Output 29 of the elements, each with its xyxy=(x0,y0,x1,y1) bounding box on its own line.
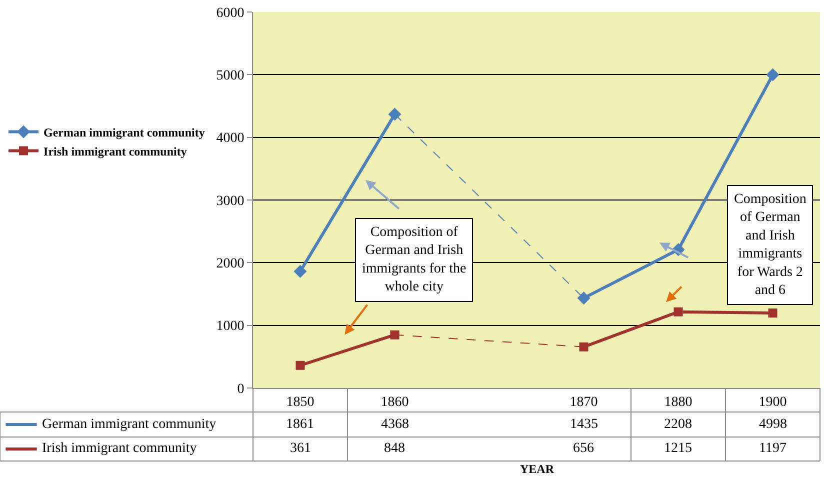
x-tick-label: 1860 xyxy=(380,394,409,410)
y-tick-label: 0 xyxy=(237,382,244,397)
data-label: 1435 xyxy=(570,417,598,432)
x-tick-label: 1870 xyxy=(570,394,598,410)
data-label: 361 xyxy=(290,441,311,456)
data-label: 1215 xyxy=(664,441,692,456)
x-tick-label: 1880 xyxy=(664,394,692,410)
text: German immigrant community xyxy=(42,417,216,432)
text: Irish immigrant community xyxy=(44,144,187,158)
data-label: 656 xyxy=(573,441,594,456)
annotation: Composition of German and Irish immigrants for Wards 2 and 6 xyxy=(734,192,806,298)
y-tick-label: 5000 xyxy=(216,68,244,84)
y-tick-label: 4000 xyxy=(216,131,244,146)
data-label: 848 xyxy=(384,441,405,456)
legend-label: Irish immigrant community xyxy=(42,441,197,456)
data-label: 1197 xyxy=(759,441,786,456)
y-tick-label: 6000 xyxy=(216,6,244,21)
data-label: 2208 xyxy=(664,417,692,432)
y-tick-label: 1000 xyxy=(216,319,244,334)
x-tick-label: 1850 xyxy=(286,394,314,410)
x-tick-label: 1900 xyxy=(758,394,787,410)
data-label: 4368 xyxy=(381,417,409,432)
legend-label: German immigrant community xyxy=(44,125,205,140)
y-tick-label: 3000 xyxy=(216,194,244,209)
data-label: 4998 xyxy=(759,417,787,432)
x-axis-title: YEAR xyxy=(520,462,554,476)
y-tick-label: 2000 xyxy=(216,256,244,272)
data-label: 1861 xyxy=(286,417,314,432)
annotation: Composition of German and Irish immigrants for the whole city xyxy=(362,225,466,295)
